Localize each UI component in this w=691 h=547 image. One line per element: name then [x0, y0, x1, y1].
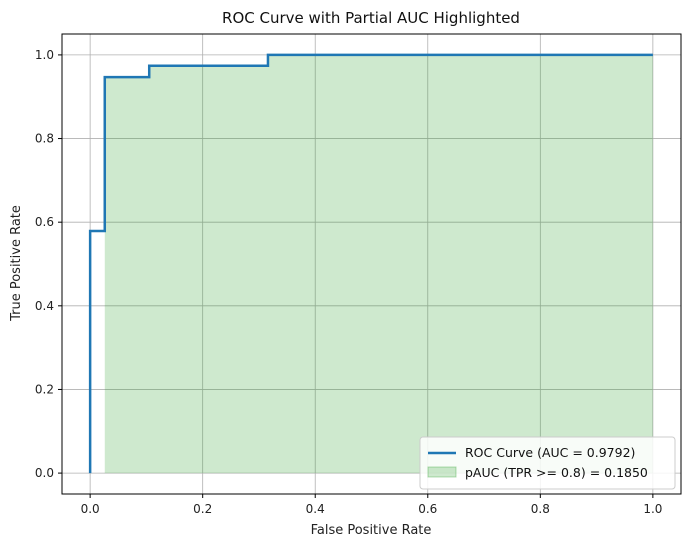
x-tick-label-2: 0.4: [306, 502, 325, 516]
roc-line-layer: [88, 53, 653, 474]
y-tick-label-2: 0.4: [35, 299, 54, 313]
legend-pauc-label: pAUC (TPR >= 0.8) = 0.1850: [465, 465, 648, 480]
x-tick-label-3: 0.6: [418, 502, 437, 516]
y-tick-label-0: 0.0: [35, 466, 54, 480]
legend-roc-label: ROC Curve (AUC = 0.9792): [465, 445, 635, 460]
legend-pauc-swatch: [427, 466, 457, 478]
y-tick-label-5: 1.0: [35, 48, 54, 62]
x-tick-label-1: 0.2: [193, 502, 212, 516]
legend-box: [419, 436, 676, 490]
x-tick-label-5: 1.0: [643, 502, 662, 516]
x-axis-ticks: 0.0 0.2 0.4 0.6 0.8 1.0: [81, 494, 662, 516]
y-axis-label: True Positive Rate: [9, 205, 24, 322]
y-tick-label-1: 0.2: [35, 382, 54, 396]
y-axis-ticks: 0.0 0.2 0.4 0.6 0.8 1.0: [35, 48, 62, 480]
roc-curve-line: [88, 53, 653, 474]
grid-lines: [62, 34, 681, 494]
plot-frame: [61, 33, 682, 495]
x-tick-label-0: 0.0: [81, 502, 100, 516]
x-tick-label-4: 0.8: [531, 502, 550, 516]
x-axis-label: False Positive Rate: [311, 523, 432, 538]
y-tick-label-3: 0.6: [35, 215, 54, 229]
y-tick-label-4: 0.8: [35, 132, 54, 146]
pauc-area: [104, 54, 653, 474]
pauc-area-layer: [104, 54, 653, 474]
legend: ROC Curve (AUC = 0.9792) pAUC (TPR >= 0.…: [419, 436, 676, 490]
chart-title: ROC Curve with Partial AUC Highlighted: [222, 9, 520, 27]
